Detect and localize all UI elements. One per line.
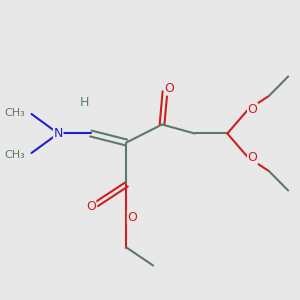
Text: N: N bbox=[53, 127, 63, 140]
Text: CH₃: CH₃ bbox=[5, 149, 26, 160]
Text: O: O bbox=[248, 151, 257, 164]
Text: H: H bbox=[80, 95, 90, 109]
Text: O: O bbox=[248, 103, 257, 116]
Text: O: O bbox=[164, 82, 174, 95]
Text: O: O bbox=[128, 211, 137, 224]
Text: CH₃: CH₃ bbox=[5, 107, 26, 118]
Text: O: O bbox=[86, 200, 96, 214]
